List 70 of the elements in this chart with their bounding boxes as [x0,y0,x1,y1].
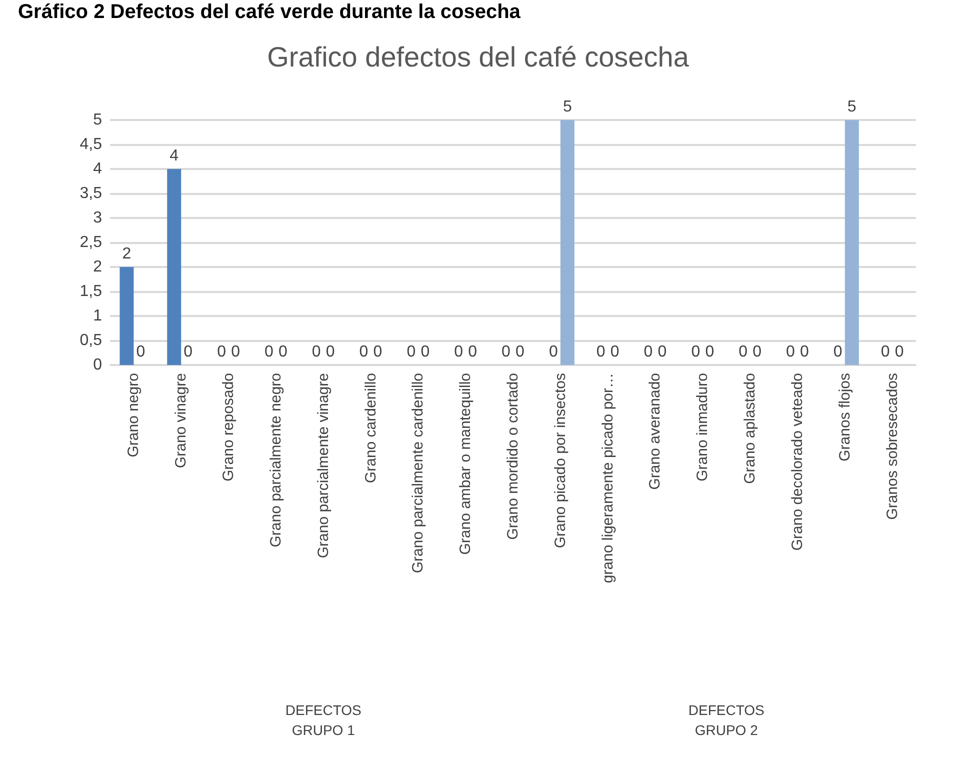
data-label: 0 [738,344,748,360]
y-tick-label: 3 [93,210,102,226]
data-label: 0 [658,344,667,360]
data-label: 0 [800,344,810,360]
data-label: 0 [752,344,762,360]
x-tick-label: Grano inmaduro [694,373,712,482]
x-tick-label: Grano averanado [646,373,664,490]
data-label: 0 [516,344,525,360]
x-tick-label: Grano parcialmente cardenillo [410,373,427,574]
x-tick-label: Grano negro [125,373,142,458]
data-label: 0 [502,344,511,360]
x-tick-label: Granos sobresecados [884,373,901,520]
data-label: 0 [312,344,321,360]
y-tick-label: 2,5 [80,234,102,251]
x-tick-label: Grano ambar o mantequillo [457,373,474,555]
x-tick-label: Grano reposado [220,373,238,482]
data-label: 0 [217,344,226,360]
x-tick-label: Grano aplastado [742,373,759,484]
text: DEFECTOS GRUPO 2 [688,702,764,738]
data-label: 0 [231,344,240,360]
y-tick-label: 3,5 [80,185,102,202]
data-label: 5 [847,98,856,116]
x-tick-label: Grano parcialmente vinagre [314,373,332,558]
data-label: 0 [420,344,430,360]
bar [844,120,859,365]
x-tick-label: Grano mordido o cortado [504,373,522,540]
chart-title: Grafico defectos del café cosecha [267,42,690,72]
x-tick-label: Grano decolorado veteado [788,373,806,551]
x-tick-label: Grano vinagre [172,373,190,468]
data-label: 4 [170,148,179,164]
bar [560,120,574,365]
data-label: 0 [468,344,478,360]
data-label: 0 [454,344,464,360]
data-label: 0 [596,344,606,360]
y-tick-label: 1 [93,308,102,324]
y-tick-label: 2 [93,258,102,276]
data-label: 0 [880,344,890,360]
text: Gráfico 2 Defectos del café verde durante la cosecha [18,1,522,23]
y-tick-label: 4,5 [80,136,102,153]
y-tick-label: 0,5 [80,332,102,349]
x-tick-label: Grano parcialmente negro [267,373,284,548]
data-label: 0 [406,344,416,360]
x-tick-label: Grano cardenillo [362,373,380,484]
data-label: 0 [691,344,700,360]
data-label: 0 [184,344,193,360]
data-label: 0 [894,344,904,360]
bar [120,267,134,365]
x-tick-label: Grano picado por insectos [552,373,569,548]
data-label: 0 [359,344,368,360]
data-label: 2 [122,246,132,262]
data-label: 0 [705,344,714,360]
data-label: 0 [833,344,842,360]
y-tick-label: 1,5 [80,283,102,300]
data-label: 0 [264,344,274,360]
bar [167,169,182,365]
data-label: 0 [278,344,288,360]
data-label: 0 [548,344,558,360]
data-label: 0 [136,344,146,360]
x-tick-label: grano ligeramente picado por… [599,373,616,584]
data-label: 0 [610,344,620,360]
data-label: 0 [373,344,382,360]
y-tick-label: 4 [93,160,102,178]
data-label: 5 [562,98,572,116]
x-tick-label: Granos flojos [836,373,854,462]
data-label: 0 [326,344,335,360]
text: DEFECTOS GRUPO 1 [285,702,362,738]
y-tick-label: 5 [93,112,102,128]
data-label: 0 [644,344,653,360]
y-tick-label: 0 [93,356,102,374]
data-label: 0 [786,344,796,360]
